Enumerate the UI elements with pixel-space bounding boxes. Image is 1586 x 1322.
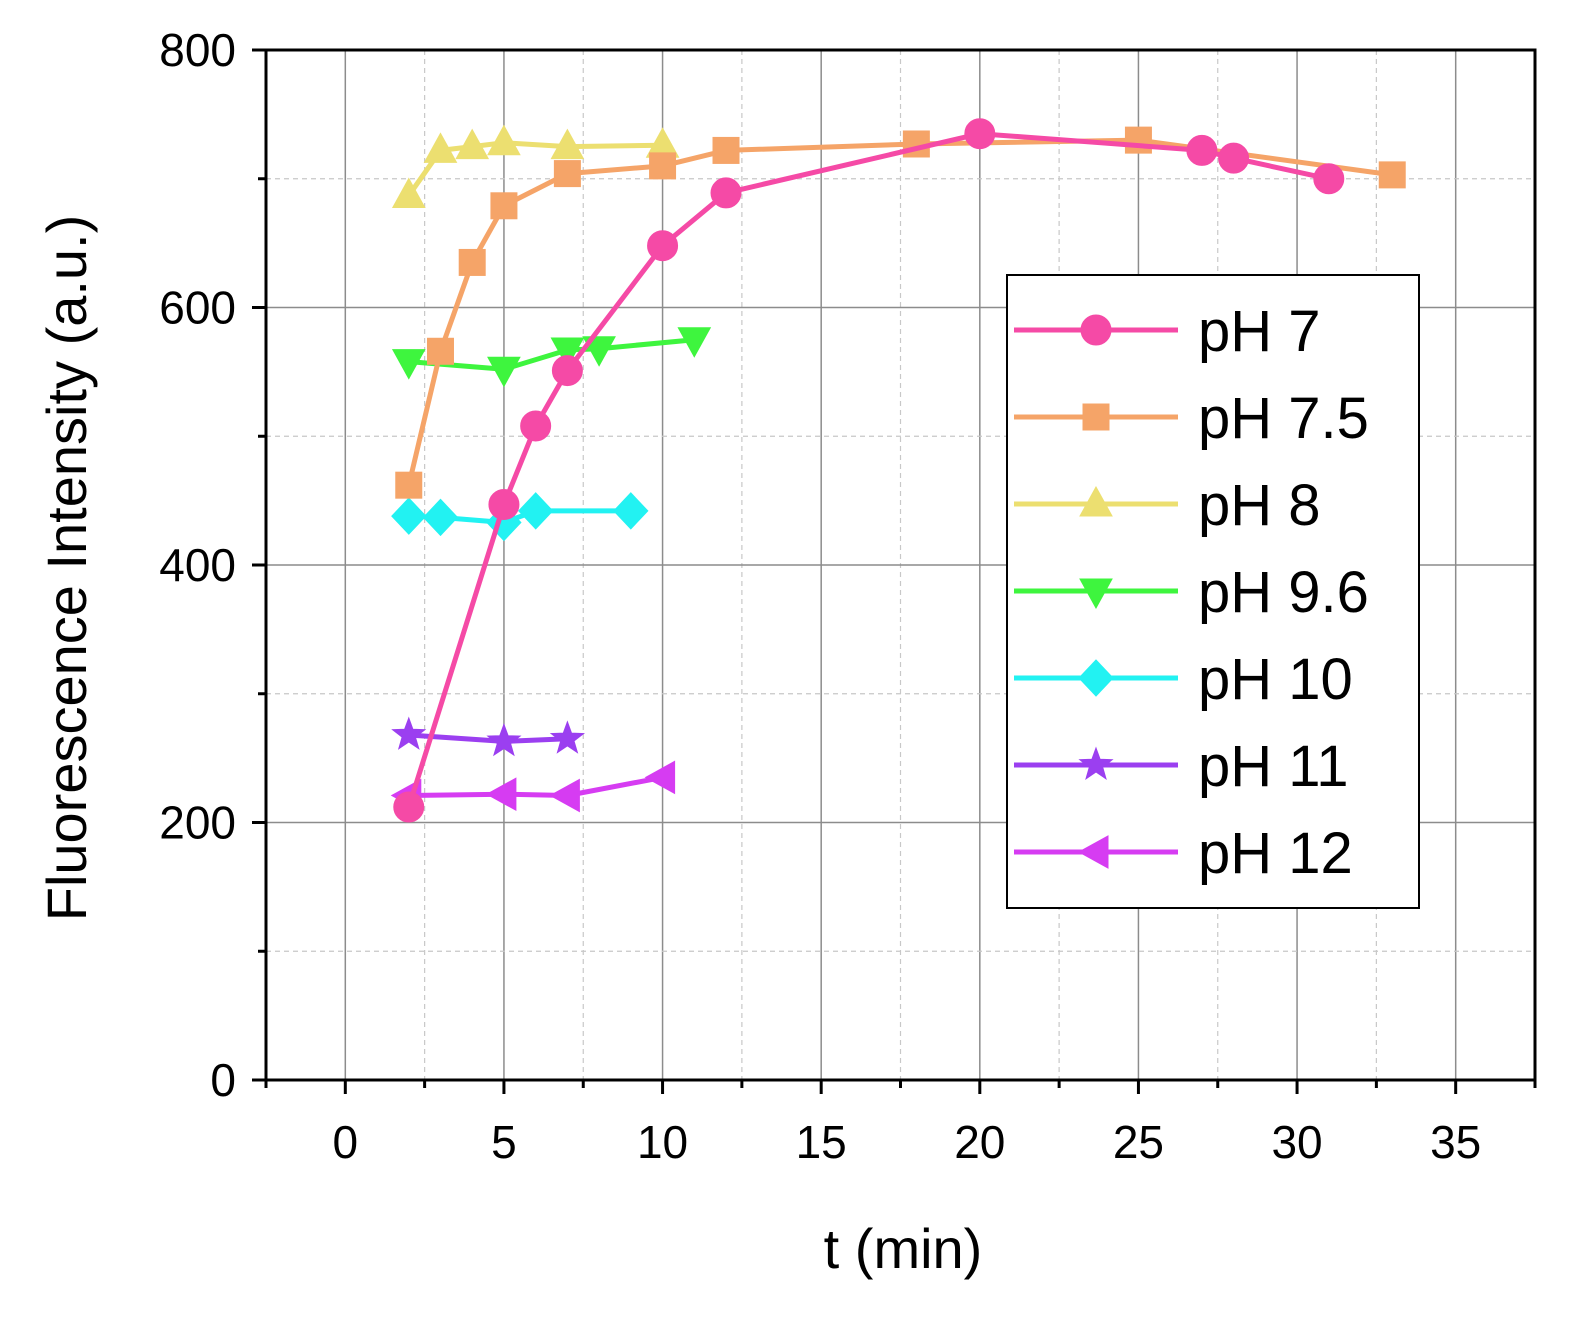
- data-point-ph-7: [1186, 134, 1218, 166]
- legend-marker-ph-8: [1079, 485, 1113, 517]
- legend-label-ph-11: pH 11: [1198, 734, 1348, 799]
- data-point-ph-7_5: [490, 192, 518, 220]
- y-tick-label: 0: [210, 1054, 236, 1106]
- data-point-ph-8: [550, 128, 585, 160]
- legend-entry-ph-12: pH 12: [1014, 821, 1353, 886]
- legend-marker-ph-10: [1078, 659, 1114, 697]
- y-tick-label: 800: [159, 24, 236, 76]
- y-tick-label: 400: [159, 539, 236, 591]
- data-point-ph-8: [487, 124, 521, 156]
- x-tick-label: 15: [796, 1116, 847, 1168]
- data-point-ph-10: [518, 492, 554, 530]
- x-tick-label: 5: [491, 1116, 517, 1168]
- legend-marker-ph-11: [1078, 746, 1114, 780]
- legend-marker-ph-9_6: [1079, 578, 1113, 610]
- data-point-ph-12: [549, 778, 580, 813]
- legend-entry-ph-8: pH 8: [1014, 473, 1321, 538]
- data-point-ph-10: [391, 497, 427, 535]
- series-ph-11: [391, 716, 585, 757]
- legend-label-ph-8: pH 8: [1198, 473, 1321, 538]
- x-tick-label: 0: [333, 1116, 359, 1168]
- x-axis-label: t (min): [824, 1217, 983, 1280]
- series-line-ph-7_5: [406, 137, 1393, 486]
- legend-marker-ph-12: [1077, 835, 1109, 869]
- x-tick-label: 20: [954, 1116, 1005, 1168]
- data-point-ph-7: [710, 177, 742, 209]
- data-point-ph-7: [647, 230, 679, 262]
- data-point-ph-7_5: [553, 160, 581, 188]
- data-point-ph-7: [1218, 142, 1250, 174]
- data-point-ph-7: [520, 410, 552, 442]
- y-tick-label: 600: [159, 282, 236, 334]
- data-point-ph-7_5: [426, 337, 454, 365]
- x-tick-label: 35: [1430, 1116, 1481, 1168]
- y-axis-label: Fluorescence Intensity (a.u.): [35, 215, 98, 922]
- series-ph-7_5: [395, 126, 1406, 499]
- data-point-ph-11: [549, 720, 585, 754]
- data-point-ph-11: [391, 716, 427, 750]
- data-point-ph-10: [422, 498, 459, 537]
- data-point-ph-12: [485, 777, 517, 812]
- legend-entry-ph-11: pH 11: [1014, 734, 1348, 799]
- data-point-ph-7: [488, 488, 520, 520]
- axes: 0 5 10 15 20 25 30 35 0 200 400 600 800: [159, 24, 1537, 1168]
- data-point-ph-10: [613, 492, 649, 530]
- legend-label-ph-7: pH 7: [1198, 299, 1321, 364]
- legend-entry-ph-9_6: pH 9.6: [1014, 560, 1369, 625]
- data-point-ph-7_5: [712, 136, 740, 164]
- data-point-ph-9_6: [677, 327, 712, 358]
- data-point-ph-7: [1313, 163, 1345, 195]
- data-point-ph-7_5: [458, 248, 486, 276]
- data-point-ph-7_5: [1378, 161, 1406, 189]
- data-point-ph-8: [423, 132, 458, 163]
- data-point-ph-12: [644, 760, 676, 795]
- y-tick-label: 200: [159, 797, 236, 849]
- legend-label-ph-9_6: pH 9.6: [1198, 560, 1369, 625]
- legend-label-ph-7_5: pH 7.5: [1198, 386, 1369, 451]
- x-tick-label: 10: [637, 1116, 688, 1168]
- data-point-ph-11: [486, 722, 522, 757]
- x-tick-label: 25: [1113, 1116, 1164, 1168]
- series-ph-8: [391, 124, 680, 208]
- data-point-ph-7_5: [1124, 126, 1152, 154]
- series-line-ph-7: [406, 131, 1330, 808]
- legend-marker-ph-7: [1080, 314, 1112, 346]
- legend-entry-ph-7_5: pH 7.5: [1014, 386, 1369, 451]
- data-point-ph-7_5: [649, 152, 677, 180]
- data-point-ph-9_6: [391, 349, 426, 380]
- data-point-ph-7: [393, 791, 425, 823]
- data-point-ph-9_6: [582, 336, 616, 367]
- series-ph-9_6: [391, 327, 712, 388]
- data-point-ph-7: [964, 118, 996, 150]
- series-ph-7: [393, 118, 1345, 823]
- legend: pH 7 pH 7.5 pH 8 pH 9.6 pH 10 pH 11 pH 12: [1006, 274, 1420, 909]
- data-point-ph-9_6: [550, 337, 585, 369]
- data-point-ph-7: [551, 355, 583, 387]
- legend-marker-ph-7_5: [1082, 403, 1110, 431]
- data-point-ph-9_6: [487, 356, 521, 388]
- data-point-ph-8: [455, 128, 490, 160]
- data-point-ph-8: [391, 177, 426, 208]
- legend-entry-ph-10: pH 10: [1014, 647, 1353, 712]
- data-point-ph-7_5: [395, 471, 423, 499]
- legend-entry-ph-7: pH 7: [1014, 299, 1321, 364]
- x-tick-label: 30: [1271, 1116, 1322, 1168]
- legend-label-ph-10: pH 10: [1198, 647, 1353, 712]
- series-group: [390, 118, 1406, 823]
- legend-label-ph-12: pH 12: [1198, 821, 1353, 886]
- series-line-ph-12: [408, 774, 664, 798]
